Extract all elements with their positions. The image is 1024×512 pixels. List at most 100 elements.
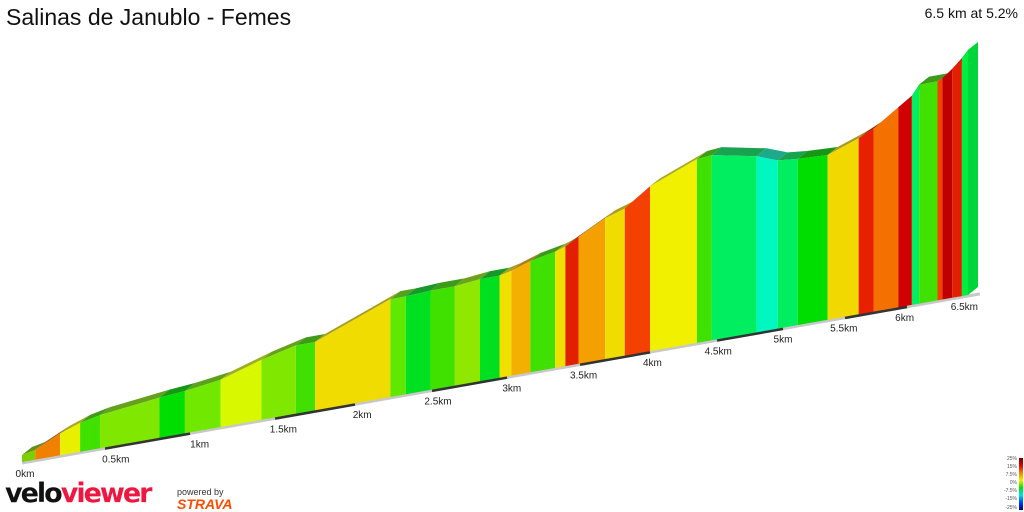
- profile-segment-top: [797, 147, 838, 159]
- profile-segment: [530, 251, 556, 373]
- x-tick-label: 5.5km: [830, 324, 857, 335]
- x-tick-label: 6km: [895, 313, 914, 324]
- veloviewer-logo: veloviewer: [5, 478, 152, 509]
- profile-segment-top: [159, 383, 195, 398]
- x-tick-label: 4km: [643, 358, 662, 369]
- profile-segment-top: [530, 243, 566, 262]
- profile-segment: [60, 422, 81, 456]
- distance-axis-band: [716, 327, 784, 342]
- profile-segment: [578, 218, 606, 364]
- profile-segment-top: [605, 200, 635, 219]
- profile-segment: [499, 270, 512, 378]
- profile-segment-top: [220, 351, 272, 380]
- gradient-legend-bar: [1019, 458, 1023, 510]
- x-tick-label: 3km: [502, 383, 521, 394]
- profile-segment: [565, 237, 579, 367]
- profile-segment-top: [80, 407, 111, 423]
- profile-segment-top: [315, 291, 401, 343]
- profile-end-cap: [968, 41, 978, 295]
- x-tick-label: 3.5km: [570, 370, 597, 381]
- profile-segment: [937, 78, 943, 301]
- profile-segment: [454, 279, 480, 386]
- profile-segment: [911, 84, 920, 305]
- profile-segment: [898, 95, 912, 308]
- profile-segment-top: [261, 337, 306, 360]
- profile-segment: [942, 68, 953, 300]
- gradient-legend: 25% 15% 7.5% 0% -7.5% -15% -25%: [1000, 456, 1024, 512]
- profile-segment: [80, 415, 101, 452]
- profile-segment: [756, 156, 778, 333]
- profile-segment: [952, 58, 962, 298]
- profile-segment: [777, 158, 798, 329]
- x-tick-label: 6.5km: [951, 302, 978, 313]
- x-tick-label: 1km: [190, 439, 209, 450]
- x-tick-label: 0.5km: [102, 454, 129, 465]
- profile-segment-top: [100, 389, 170, 416]
- chart-title: Salinas de Janublo - Femes: [6, 4, 292, 30]
- profile-segment-top: [499, 262, 522, 276]
- profile-segment-top: [711, 147, 767, 157]
- profile-segment: [405, 290, 431, 395]
- profile-segment: [390, 296, 406, 397]
- profile-segment: [624, 186, 650, 356]
- profile-segment: [797, 155, 828, 326]
- profile-segment: [858, 128, 874, 315]
- profile-segment: [315, 299, 391, 411]
- profile-segment-top: [405, 282, 441, 297]
- profile-segment: [220, 359, 262, 427]
- x-tick-label: 2km: [353, 410, 372, 421]
- profile-segment-top: [578, 210, 616, 238]
- profile-segment-top: [756, 148, 788, 161]
- x-tick-label: 4.5km: [705, 346, 732, 357]
- profile-segment: [295, 342, 315, 414]
- legend-label: -25%: [1005, 505, 1017, 511]
- profile-segment: [827, 138, 859, 320]
- x-tick-label: 0km: [16, 469, 35, 480]
- profile-segment-top: [390, 288, 416, 300]
- profile-segment: [555, 246, 566, 368]
- profile-segment: [919, 81, 938, 304]
- profile-segment-top: [696, 147, 722, 160]
- distance-axis-band: [274, 402, 356, 420]
- profile-segment-top: [650, 151, 707, 187]
- climb-summary: 6.5 km at 5.2%: [924, 5, 1018, 21]
- profile-segment-top: [184, 371, 231, 392]
- profile-segment: [605, 208, 625, 360]
- distance-axis-band: [431, 375, 508, 393]
- distance-axis-band: [104, 431, 191, 450]
- profile-segment: [873, 107, 899, 312]
- profile-segment-top: [565, 229, 589, 247]
- profile-segment-top: [511, 253, 541, 271]
- profile-segment: [184, 379, 221, 434]
- legend-label: 25%: [1006, 456, 1017, 462]
- profile-segment: [480, 275, 500, 382]
- profile-segment-top: [555, 238, 576, 252]
- distance-axis-band: [579, 350, 651, 366]
- profile-segment-top: [827, 130, 869, 156]
- legend-label: -15%: [1005, 496, 1017, 502]
- profile-segment-top: [22, 441, 46, 455]
- profile-segment-top: [480, 267, 510, 280]
- legend-label: 15%: [1006, 464, 1017, 470]
- profile-segment-top: [858, 120, 884, 139]
- profile-segment: [35, 433, 61, 460]
- powered-by-text: powered by: [177, 487, 224, 497]
- x-tick-label: 2.5km: [424, 397, 451, 408]
- profile-segment: [22, 449, 36, 462]
- profile-segment: [159, 391, 185, 438]
- profile-segment: [961, 49, 968, 297]
- strava-logo: STRAVA: [177, 496, 233, 512]
- profile-segment-top: [295, 334, 325, 346]
- x-tick-label: 1.5km: [270, 424, 297, 435]
- profile-segment-top: [919, 73, 948, 85]
- legend-label: 0%: [1009, 480, 1017, 486]
- legend-label: 7.5%: [1005, 472, 1017, 478]
- profile-segment-top: [454, 271, 490, 287]
- profile-segment: [696, 155, 712, 343]
- profile-segment-top: [430, 278, 465, 291]
- profile-segment: [511, 261, 531, 376]
- profile-segment-top: [777, 150, 808, 161]
- profile-segment-top: [60, 414, 91, 434]
- profile-segment-top: [35, 425, 71, 450]
